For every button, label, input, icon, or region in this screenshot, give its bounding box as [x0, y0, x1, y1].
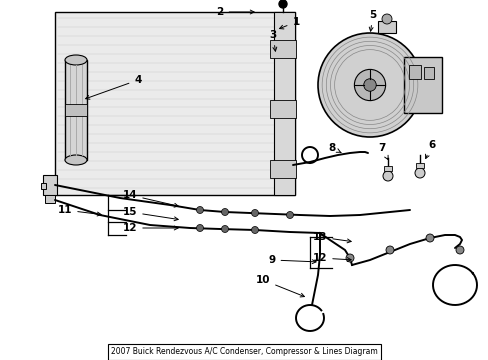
- Circle shape: [381, 14, 391, 24]
- Text: 3: 3: [269, 30, 276, 51]
- Bar: [43, 175, 57, 195]
- Text: 6: 6: [425, 140, 435, 158]
- Text: 12: 12: [312, 253, 350, 263]
- Circle shape: [221, 208, 228, 216]
- Bar: [408, 65, 420, 79]
- Circle shape: [221, 225, 228, 233]
- Text: 7: 7: [378, 143, 387, 159]
- Bar: [383, 166, 391, 171]
- Text: 15: 15: [122, 207, 178, 221]
- Text: 13: 13: [312, 232, 350, 243]
- Bar: [41, 183, 46, 189]
- Circle shape: [414, 168, 424, 178]
- Circle shape: [425, 234, 433, 242]
- Ellipse shape: [65, 155, 87, 165]
- Circle shape: [346, 254, 353, 262]
- Bar: [269, 100, 295, 118]
- Circle shape: [286, 212, 293, 219]
- Text: 14: 14: [122, 190, 178, 207]
- Text: 1: 1: [279, 17, 299, 29]
- Circle shape: [279, 0, 286, 8]
- Circle shape: [196, 225, 203, 231]
- Bar: [377, 21, 395, 33]
- Bar: [423, 67, 433, 79]
- Text: 12: 12: [122, 223, 178, 233]
- Bar: [269, 160, 295, 178]
- Bar: [403, 57, 441, 113]
- Circle shape: [363, 79, 375, 91]
- Text: 4: 4: [85, 75, 142, 99]
- Circle shape: [251, 210, 258, 216]
- Circle shape: [251, 226, 258, 234]
- Bar: [269, 40, 295, 58]
- Circle shape: [455, 246, 463, 254]
- Circle shape: [382, 171, 392, 181]
- Text: 10: 10: [255, 275, 304, 297]
- Bar: [65, 104, 87, 116]
- Text: 9: 9: [268, 255, 315, 265]
- Ellipse shape: [65, 55, 87, 65]
- Bar: [45, 195, 55, 203]
- Bar: [415, 163, 423, 168]
- Polygon shape: [55, 12, 294, 195]
- Circle shape: [317, 33, 421, 137]
- Circle shape: [354, 69, 385, 100]
- Text: 2007 Buick Rendezvous A/C Condenser, Compressor & Lines Diagram: 2007 Buick Rendezvous A/C Condenser, Com…: [111, 347, 377, 356]
- Bar: [273, 12, 294, 195]
- Text: 5: 5: [368, 10, 376, 31]
- Text: 8: 8: [328, 143, 340, 153]
- Text: 11: 11: [58, 205, 101, 216]
- Bar: [65, 60, 87, 160]
- Circle shape: [385, 246, 393, 254]
- Text: 2: 2: [216, 7, 254, 17]
- Circle shape: [196, 207, 203, 213]
